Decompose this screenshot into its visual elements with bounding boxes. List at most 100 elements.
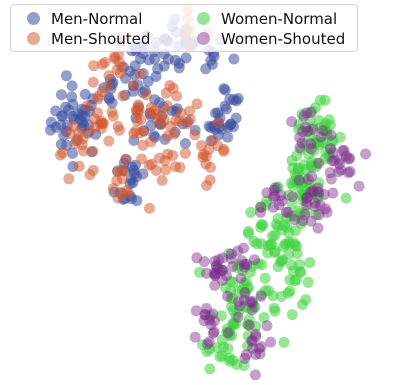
scatter-point-women-normal: [313, 114, 325, 126]
scatter-point-women-shouted: [268, 184, 280, 196]
scatter-point-men-shouted: [67, 120, 79, 132]
scatter-point-women-shouted: [235, 272, 247, 284]
legend-marker-men-shouted: [27, 32, 40, 45]
scatter-point-women-shouted: [305, 215, 317, 227]
scatter-point-women-normal: [227, 276, 239, 288]
scatter-point-men-shouted: [207, 134, 219, 146]
scatter-point-women-normal: [248, 235, 260, 247]
scatter-point-women-normal: [215, 310, 227, 322]
scatter-point-women-shouted: [198, 256, 210, 268]
scatter-point-women-normal: [296, 298, 308, 310]
scatter-point-women-normal: [265, 238, 277, 250]
scatter-point-men-shouted: [69, 138, 81, 150]
scatter-point-men-shouted: [212, 117, 224, 129]
scatter-point-men-shouted: [109, 53, 121, 65]
scatter-point-women-shouted: [249, 369, 261, 381]
scatter-point-women-normal: [296, 108, 308, 120]
scatter-point-women-shouted: [239, 261, 250, 273]
scatter-point-women-shouted: [208, 267, 220, 279]
scatter-point-women-normal: [304, 257, 316, 269]
scatter-point-men-shouted: [87, 76, 99, 88]
chart-legend: Men-Normal Men-Shouted Women-Normal Wome…: [10, 4, 358, 52]
scatter-point-women-shouted: [250, 331, 262, 343]
scatter-point-women-normal: [319, 153, 331, 165]
scatter-point-women-shouted: [267, 201, 279, 213]
scatter-point-women-normal: [232, 262, 244, 274]
scatter-point-women-shouted: [208, 315, 220, 327]
scatter-point-men-normal: [60, 70, 72, 82]
scatter-point-women-shouted: [207, 327, 219, 339]
scatter-point-women-normal: [242, 340, 254, 352]
scatter-point-women-shouted: [335, 164, 347, 176]
scatter-point-men-shouted: [87, 145, 99, 157]
scatter-point-women-normal: [283, 189, 295, 201]
scatter-point-women-normal: [295, 266, 307, 278]
scatter-point-women-shouted: [273, 199, 285, 211]
scatter-point-women-shouted: [294, 142, 306, 154]
scatter-point-men-shouted: [112, 192, 124, 204]
scatter-point-men-shouted: [114, 124, 125, 136]
scatter-point-women-shouted: [307, 124, 319, 135]
scatter-point-women-shouted: [302, 125, 314, 137]
scatter-point-women-shouted: [225, 253, 237, 265]
scatter-point-men-shouted: [184, 105, 196, 117]
scatter-point-women-normal: [245, 266, 257, 278]
scatter-point-women-normal: [226, 292, 238, 304]
scatter-point-women-normal: [321, 128, 333, 140]
scatter-point-men-shouted: [205, 161, 216, 173]
scatter-point-women-shouted: [205, 319, 217, 331]
scatter-point-women-normal: [256, 259, 268, 271]
scatter-point-women-shouted: [191, 252, 203, 264]
scatter-point-women-shouted: [239, 352, 251, 364]
scatter-point-women-normal: [269, 247, 281, 259]
scatter-point-men-shouted: [168, 128, 180, 140]
scatter-point-women-shouted: [313, 209, 325, 221]
scatter-point-men-normal: [50, 105, 62, 117]
scatter-point-women-shouted: [213, 254, 225, 266]
scatter-point-men-shouted: [189, 129, 201, 141]
scatter-point-women-normal: [290, 225, 301, 236]
scatter-point-women-shouted: [340, 150, 352, 162]
scatter-point-men-shouted: [150, 164, 162, 176]
scatter-point-women-shouted: [327, 155, 338, 167]
scatter-point-women-normal: [286, 155, 298, 166]
scatter-point-women-shouted: [227, 261, 239, 273]
scatter-point-women-normal: [255, 289, 267, 301]
legend-marker-women-normal: [197, 12, 210, 25]
scatter-point-women-shouted: [305, 143, 317, 155]
scatter-point-women-shouted: [301, 196, 313, 208]
scatter-point-women-shouted: [246, 304, 258, 316]
scatter-point-women-shouted: [305, 107, 317, 118]
scatter-point-women-normal: [245, 206, 257, 218]
scatter-point-women-shouted: [297, 126, 309, 137]
scatter-point-men-normal: [143, 54, 155, 66]
scatter-point-women-normal: [286, 198, 298, 209]
scatter-point-women-normal: [259, 272, 271, 284]
scatter-point-women-shouted: [250, 348, 262, 360]
scatter-point-men-normal: [230, 95, 242, 107]
scatter-point-men-shouted: [54, 149, 66, 161]
scatter-point-men-shouted: [136, 153, 148, 165]
scatter-point-women-normal: [267, 290, 279, 302]
scatter-point-women-shouted: [241, 258, 253, 270]
scatter-point-men-normal: [200, 63, 212, 75]
scatter-point-women-normal: [204, 363, 216, 375]
scatter-point-women-shouted: [305, 187, 317, 198]
scatter-point-men-shouted: [134, 68, 146, 80]
scatter-point-men-normal: [79, 111, 91, 123]
scatter-point-women-normal: [284, 285, 296, 297]
scatter-point-men-normal: [219, 84, 231, 96]
scatter-point-women-shouted: [313, 157, 325, 169]
scatter-point-women-shouted: [324, 167, 336, 179]
scatter-point-women-shouted: [286, 191, 298, 203]
scatter-point-women-shouted: [344, 166, 356, 178]
scatter-point-women-shouted: [299, 209, 311, 220]
legend-label: Men-Normal: [51, 10, 143, 28]
scatter-point-women-normal: [285, 210, 297, 222]
scatter-point-women-normal: [340, 192, 352, 204]
scatter-point-women-normal: [272, 220, 284, 232]
scatter-point-women-shouted: [243, 319, 255, 331]
scatter-point-women-normal: [232, 285, 244, 297]
scatter-point-women-normal: [255, 201, 267, 213]
scatter-point-women-shouted: [280, 206, 292, 218]
